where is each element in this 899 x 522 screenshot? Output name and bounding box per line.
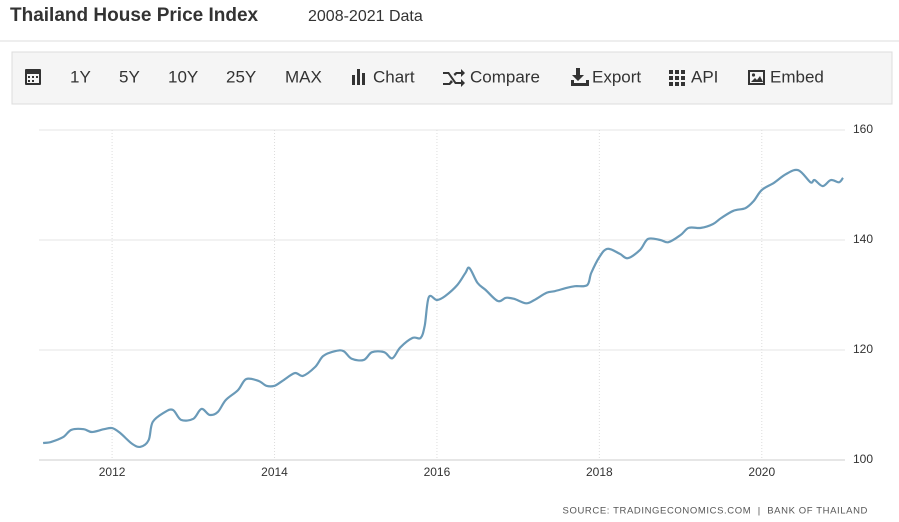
x-tick-label: 2014 xyxy=(261,465,288,479)
toolbar-button[interactable]: 5Y xyxy=(119,67,140,86)
toolbar-button[interactable]: 25Y xyxy=(226,67,256,86)
y-tick-label: 160 xyxy=(853,122,873,136)
chart-icon[interactable] xyxy=(352,69,365,85)
toolbar-button[interactable]: Embed xyxy=(770,67,824,86)
x-tick-label: 2018 xyxy=(586,465,613,479)
x-tick-label: 2012 xyxy=(99,465,126,479)
embed-icon[interactable] xyxy=(748,70,765,85)
title: Thailand House Price Index xyxy=(10,5,259,26)
toolbar-button[interactable]: Compare xyxy=(470,67,540,86)
x-tick-label: 2020 xyxy=(748,465,775,479)
y-tick-label: 140 xyxy=(853,232,873,246)
toolbar-button[interactable]: 1Y xyxy=(70,67,91,86)
source: SOURCE: TRADINGECONOMICS.COM | BANK OF T… xyxy=(563,506,868,517)
toolbar-button[interactable]: Export xyxy=(592,67,641,86)
export-icon[interactable] xyxy=(571,68,589,86)
toolbar-button[interactable]: API xyxy=(691,67,718,86)
toolbar-icons xyxy=(25,68,765,87)
y-tick-label: 100 xyxy=(853,452,873,466)
toolbar-button[interactable]: Chart xyxy=(373,67,415,86)
y-tick-label: 120 xyxy=(853,342,873,356)
x-tick-label: 2016 xyxy=(424,465,451,479)
calendar-icon[interactable] xyxy=(25,69,41,85)
subtitle: 2008-2021 Data xyxy=(308,8,423,25)
compare-icon[interactable] xyxy=(443,69,465,87)
api-icon[interactable] xyxy=(669,70,685,86)
toolbar-button[interactable]: MAX xyxy=(285,67,322,86)
toolbar-button[interactable]: 10Y xyxy=(168,67,198,86)
line-series xyxy=(42,168,844,449)
